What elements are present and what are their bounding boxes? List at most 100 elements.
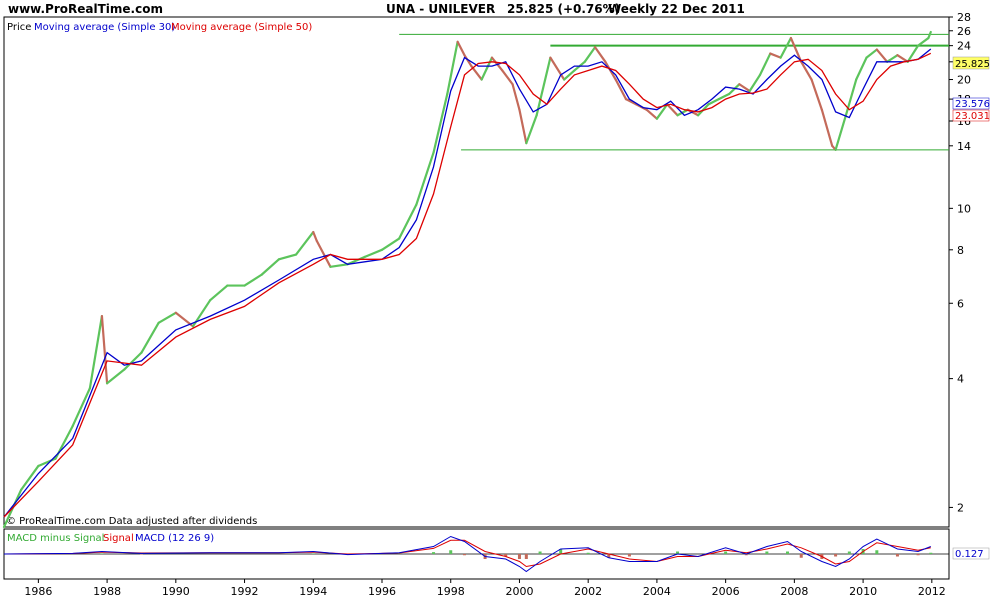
price-segment [446,40,459,96]
y-tick-label: 4 [957,373,964,386]
x-tick-label: 2012 [918,585,946,598]
macd-line [3,535,931,573]
price-segment [624,98,638,106]
price-segment [676,108,689,117]
price-segment [209,284,229,302]
macd-legend-signal: Signal [103,533,134,544]
x-tick-label: 2000 [505,585,533,598]
legend-ma30: Moving average (Simple 30) [34,22,175,33]
y-tick-label: 2 [957,501,964,514]
price-segment [535,56,552,117]
x-tick-label: 2010 [849,585,877,598]
ma30-tag-box [952,97,990,110]
ma30-line [3,48,932,518]
price-segment [593,46,607,63]
footer-note: © ProRealTime.com Data adjusted after di… [6,516,257,527]
site-label[interactable]: www.ProRealTime.com [8,2,163,16]
price-segment [480,56,494,81]
x-tick-label: 2004 [643,585,671,598]
price-segment [896,54,909,63]
price-segment [810,78,823,111]
x-tick-label: 1986 [24,585,52,598]
ma30-tag: 23.576 [955,99,990,110]
legend-ma50: Moving average (Simple 50) [171,22,312,33]
price-segment [875,48,889,63]
price-segment [717,92,731,101]
price-segment [346,255,366,266]
price-segment [88,314,104,390]
x-tick-label: 1992 [231,585,259,598]
price-segment [380,237,401,251]
ma50-tag: 23.031 [955,111,990,122]
price-segment [243,273,263,287]
price-segment [707,98,720,106]
y-tick-label: 20 [957,74,971,87]
x-tick-label: 2002 [574,585,602,598]
last-price-header: 25.825 (+0.76%) [507,2,620,16]
y-tick-label: 28 [957,11,971,24]
x-tick-label: 2008 [780,585,808,598]
price-segment [645,108,659,120]
y-tick-label: 10 [957,202,971,215]
x-tick-label: 1998 [437,585,465,598]
price-segment [738,83,751,93]
y-tick-label: 6 [957,297,964,310]
price-segment [727,83,741,96]
price-segment [865,48,878,59]
price-segment [583,46,597,63]
period-label: Weekly 22 Dec 2011 [608,2,745,16]
macd-tag: 0.127 [955,549,984,560]
price-segment [260,258,281,276]
price-segment [20,464,40,491]
price-segment [769,52,782,59]
x-tick-label: 1994 [299,585,327,598]
price-segment [666,103,679,117]
reference-lines [399,33,949,151]
price-segment [463,54,473,68]
x-tick-label: 2006 [712,585,740,598]
price-segment [71,387,92,428]
price-segment [614,78,628,101]
price-segment [549,56,566,81]
price-segment [916,36,930,47]
ma50-tag-box [952,109,990,122]
price-segment [511,83,521,111]
price-segment [329,263,349,268]
ma50-line [3,52,932,518]
price-segment [844,78,858,117]
price-segment [157,311,177,324]
price-segment [800,60,813,81]
price-segment [294,230,315,256]
price-segment [415,151,435,206]
price-segment [432,92,449,154]
price-segment [398,203,418,240]
macd-layer [3,535,949,573]
price-panel-frame [3,16,950,528]
y-tick-label: 8 [957,244,964,257]
price-segment [518,108,528,145]
y-tick-label: 24 [957,40,971,53]
price-segment [37,457,57,468]
x-tick-label: 1990 [162,585,190,598]
price-segment [315,239,332,268]
price-segment [363,248,384,259]
price-segment [501,69,514,86]
price-segment [748,73,762,93]
macd-tag-box [952,547,990,560]
y-tick-label: 14 [957,140,971,153]
price-segment [655,103,669,120]
price-segment [123,351,143,371]
price-segment [789,36,803,63]
price-segment [855,56,868,81]
price-segment [886,54,899,63]
y-tick-label: 26 [957,25,971,38]
price-series-layer [2,30,932,529]
price-segment [525,114,538,145]
price-segment [758,52,772,77]
macd-legend-hist: MACD minus Signal [7,533,104,544]
price-segment [563,69,576,81]
x-tick-label: 1996 [368,585,396,598]
